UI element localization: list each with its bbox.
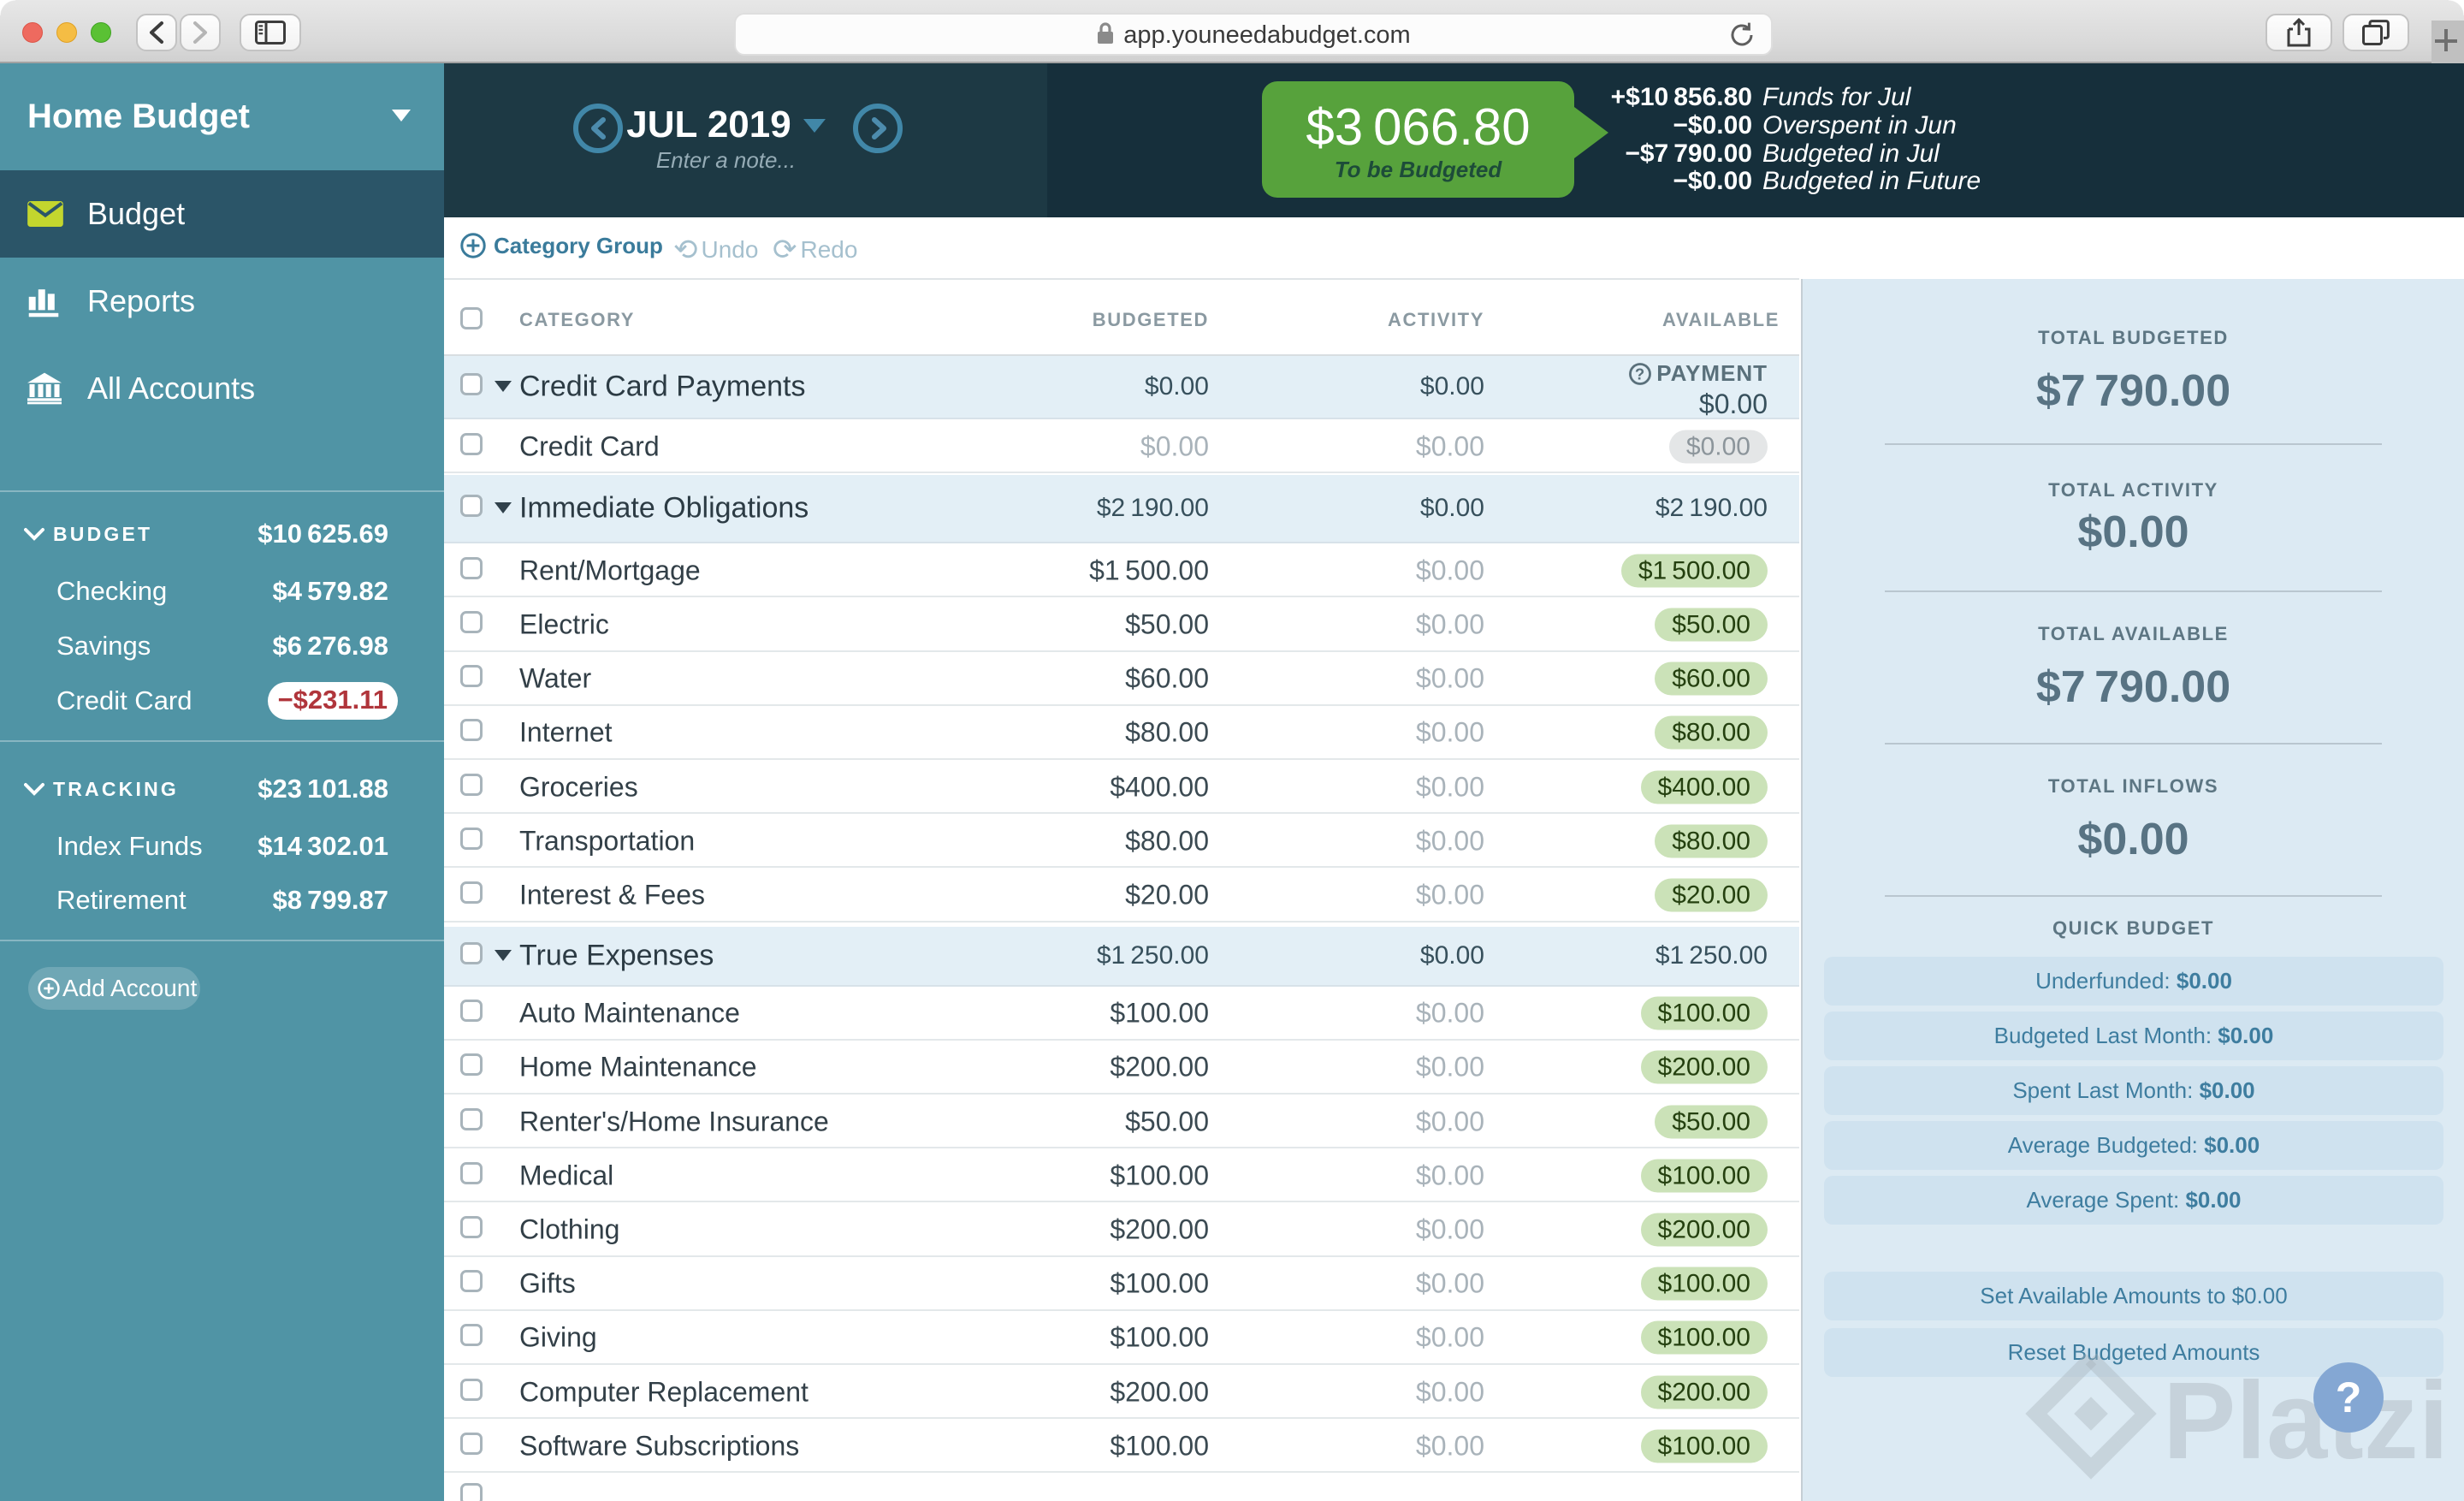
svg-text:?: ? bbox=[1635, 365, 1645, 383]
